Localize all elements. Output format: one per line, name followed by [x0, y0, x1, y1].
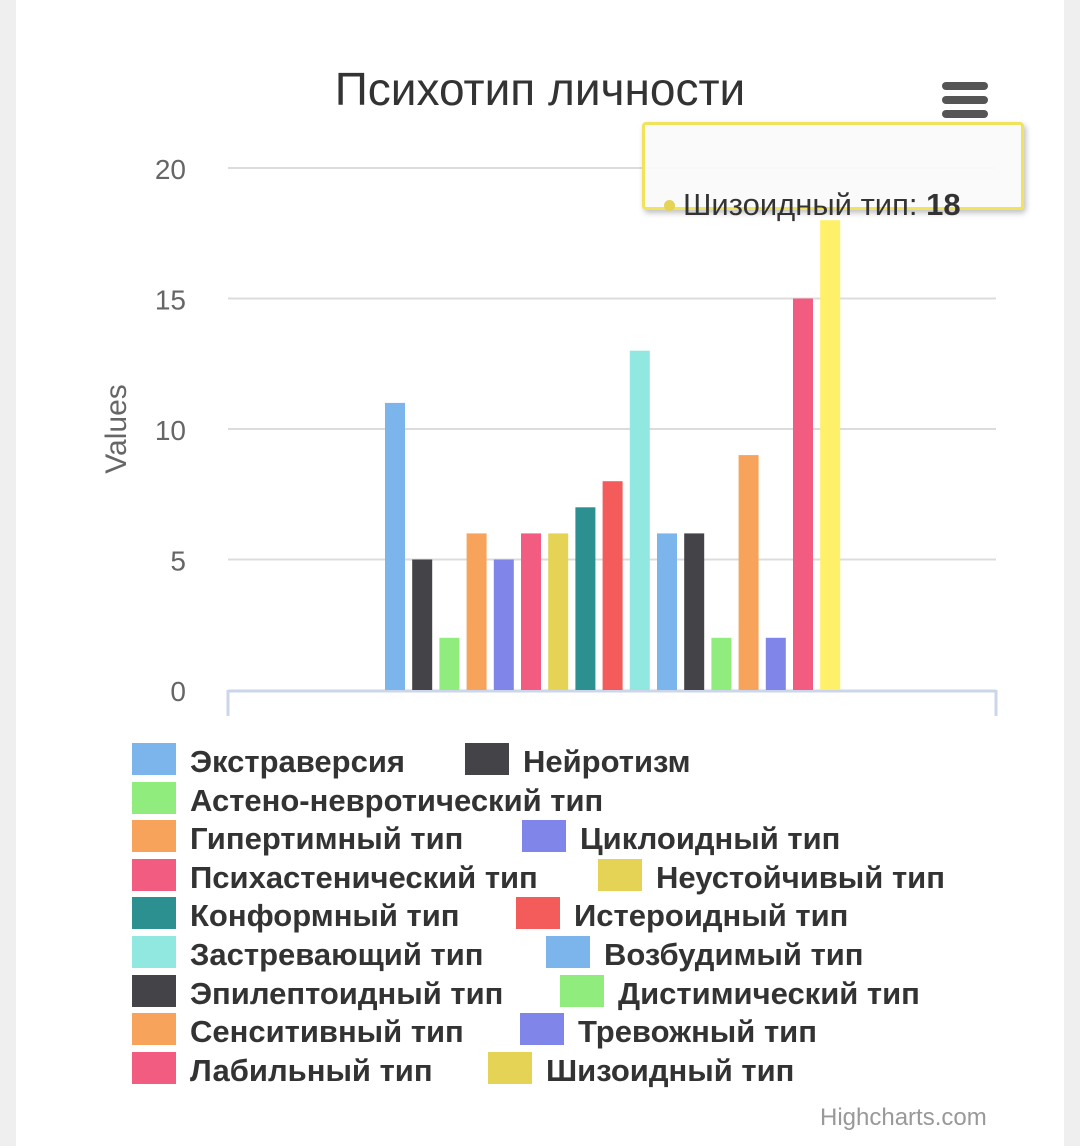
y-tick-label: 5 [170, 546, 186, 577]
tooltip-content: Шизоидный тип: 18 [664, 187, 961, 223]
legend-label: Истероидный тип [574, 898, 849, 934]
legend-label: Неустойчивый тип [656, 859, 945, 895]
legend-swatch [546, 936, 590, 968]
legend-swatch [132, 1051, 176, 1084]
bar-15 [765, 637, 786, 690]
legend-swatch [465, 743, 509, 775]
legend-label: Застревающий тип [190, 937, 484, 972]
menu-bar [942, 110, 988, 118]
y-tick-label: 10 [155, 415, 186, 446]
legend-label: Конформный тип [190, 898, 460, 934]
legend-swatch [132, 974, 176, 1007]
menu-bar [942, 82, 988, 90]
y-tick-label: 15 [155, 285, 186, 316]
legend-label: Психастенический тип [190, 859, 538, 895]
legend-label: Астено-невротический тип [190, 782, 604, 818]
legend-label: Лабильный тип [190, 1052, 433, 1088]
bar-13 [711, 637, 732, 690]
tooltip-series-name: Шизоидный тип [683, 187, 909, 222]
legend-label: Дистимический тип [618, 975, 920, 1011]
legend-label: Тревожный тип [578, 1014, 817, 1050]
y-axis-title: Values [100, 384, 133, 474]
legend-swatch [132, 897, 176, 930]
bar-4 [466, 533, 487, 690]
bar-16 [793, 298, 813, 690]
bar-9 [602, 481, 623, 690]
y-tick-label: 0 [170, 676, 186, 707]
bar-14 [738, 455, 759, 690]
legend-swatch [598, 858, 642, 891]
legend-swatch [132, 858, 176, 891]
legend-swatch [132, 936, 176, 968]
legend-swatch [516, 897, 560, 930]
bar-8 [575, 507, 596, 690]
bar-5 [493, 559, 514, 690]
legend-swatch [488, 1051, 532, 1084]
bar-10 [629, 350, 650, 690]
bar-17 [820, 220, 841, 690]
bar-12 [684, 533, 705, 690]
legend-label: Экстраверсия [190, 744, 405, 779]
legend-swatch [522, 820, 566, 853]
legend-swatch [560, 974, 604, 1007]
legend-label: Нейротизм [523, 744, 691, 779]
legend-label: Возбудимый тип [604, 937, 864, 972]
bar-6 [521, 533, 541, 690]
bar-7 [548, 533, 569, 690]
chart-title: Психотип личности [334, 63, 746, 115]
tooltip-value: 18 [926, 187, 961, 222]
bar-2 [412, 559, 433, 690]
legend-swatch [132, 820, 176, 853]
tooltip-color-dot [664, 200, 675, 211]
legend-label: Гипертимный тип [190, 821, 464, 857]
bar-3 [439, 637, 460, 690]
legend-swatch [132, 743, 176, 775]
legend-label: Эпилептоидный тип [190, 975, 504, 1011]
tooltip-box [642, 122, 1024, 210]
credits-link[interactable]: Highcharts.com [820, 1104, 987, 1131]
legend-label: Шизоидный тип [546, 1052, 795, 1088]
legend-swatch [132, 781, 176, 814]
bar-1 [385, 402, 405, 690]
tooltip-separator: : [908, 187, 927, 222]
menu-bar [942, 96, 988, 104]
legend-label: Сенситивный тип [190, 1014, 464, 1050]
hamburger-menu-icon[interactable] [940, 82, 990, 120]
bar-11 [657, 533, 677, 690]
legend-label: Циклоидный тип [580, 821, 841, 857]
legend-swatch [520, 1013, 564, 1046]
y-tick-label: 20 [155, 154, 186, 185]
legend-swatch [132, 1013, 176, 1046]
